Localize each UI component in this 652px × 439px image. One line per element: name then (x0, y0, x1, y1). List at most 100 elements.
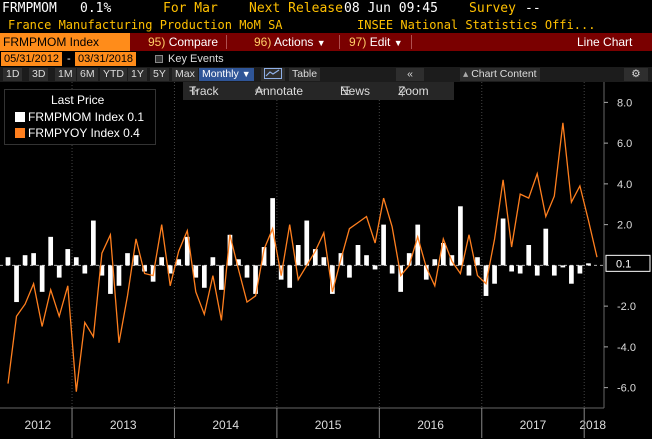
bar-mark (389, 265, 395, 274)
period-max-button[interactable]: Max (172, 68, 198, 81)
bar-mark (372, 265, 378, 270)
survey-label: Survey (469, 1, 516, 16)
bar-mark (466, 265, 472, 276)
bar-mark (65, 249, 71, 266)
table-view-button[interactable]: Table (289, 68, 321, 81)
chart-type-button[interactable]: Line Chart (577, 35, 633, 49)
bar-mark (5, 257, 11, 266)
start-date-input[interactable]: 05/31/2012 (1, 52, 63, 66)
bar-mark (586, 263, 591, 266)
bar-mark (534, 265, 540, 276)
bar-mark (99, 265, 105, 276)
bar-mark (458, 206, 463, 266)
actions-button[interactable]: 96) Actions ▼ (254, 33, 326, 51)
bar-mark (56, 265, 62, 278)
bar-mark (364, 255, 369, 266)
source-name: INSEE National Statistics Offi... (357, 18, 596, 32)
bar-mark (236, 259, 241, 266)
bar-mark (569, 265, 574, 284)
x-year-label: 2014 (212, 418, 239, 432)
bar-mark (159, 257, 164, 266)
collapse-icon[interactable]: « (396, 68, 424, 81)
zoom-label: Zoom (398, 84, 429, 98)
x-year-label: 2012 (25, 418, 52, 432)
period-1y-button[interactable]: 1Y (128, 68, 147, 81)
period-label: For Mar (163, 1, 218, 16)
news-label: News (340, 84, 371, 98)
bar-mark (330, 265, 335, 294)
gear-icon[interactable]: ⚙ (624, 68, 648, 81)
ticker-symbol: FRMPMOM (2, 1, 57, 16)
legend-title: Last Price (51, 93, 105, 107)
legend-swatch (15, 112, 25, 122)
bar-mark (193, 265, 199, 278)
bar-mark (108, 265, 113, 294)
end-date-input[interactable]: 03/31/2018 (75, 52, 137, 66)
y-tick-label: 8.0 (617, 97, 632, 109)
period-3d-button[interactable]: 3D (29, 68, 49, 81)
bar-mark (48, 236, 54, 266)
bar-mark (210, 257, 216, 266)
x-year-label: 2016 (417, 418, 444, 432)
chart-view-button[interactable] (261, 68, 285, 81)
bar-mark (406, 253, 412, 266)
key-events-checkbox[interactable] (155, 55, 163, 63)
y-tick-label: 2.0 (617, 220, 632, 232)
period-ytd-button[interactable]: YTD (100, 68, 127, 81)
key-events-label: Key Events (168, 53, 224, 65)
x-year-label: 2013 (110, 418, 137, 432)
bar-mark (184, 236, 190, 266)
compare-button[interactable]: 95) Compare (148, 33, 218, 51)
crosshair-icon: ✛ (189, 84, 200, 98)
bar-mark (227, 234, 233, 266)
actions-number: 96) (254, 35, 272, 49)
ticker-index-field[interactable]: FRMPMOM Index (0, 33, 130, 51)
next-release-value: 08 Jun 09:45 (344, 1, 438, 16)
bar-mark (91, 220, 96, 266)
yoy-series-line (7, 122, 598, 392)
chart-content-button[interactable]: ▴ Chart Content (460, 68, 540, 81)
bar-mark (432, 259, 438, 266)
bar-mark (560, 265, 566, 268)
period-6m-button[interactable]: 6M (77, 68, 98, 81)
period-bar: 1D 3D 1M 6M YTD 1Y 5Y Max Monthly ▼ Tabl… (0, 67, 652, 82)
chart-legend[interactable]: Last Price FRMPMOM Index 0.1 FRMPYOY Ind… (4, 89, 156, 145)
chevron-down-icon: ▼ (393, 38, 403, 48)
security-description: France Manufacturing Production MoM SA I… (0, 17, 652, 33)
chevron-down-icon: ▼ (241, 69, 251, 79)
bar-mark (295, 245, 301, 266)
bar-mark (287, 265, 293, 288)
track-label: Track (189, 84, 219, 98)
edit-button[interactable]: 97) Edit ▼ (349, 33, 403, 51)
bar-mark (116, 265, 122, 286)
bar-mark (551, 265, 557, 276)
bar-mark (14, 265, 19, 303)
bar-mark (381, 224, 386, 266)
legend-item-frmpyoy: FRMPYOY Index 0.4 (15, 126, 140, 140)
chart-area[interactable]: 8.0 6.0 4.0 2.0 -2.0 -4.0 -6.0 0.1 2012 2013 2014 2… (0, 82, 652, 439)
chart-content-label: Chart Content (471, 68, 537, 80)
legend-swatch (15, 128, 25, 138)
bar-mark (500, 218, 506, 266)
chart-content-icon: ▴ (463, 68, 469, 80)
period-1d-button[interactable]: 1D (3, 68, 23, 81)
frequency-dropdown[interactable]: Monthly ▼ (199, 68, 254, 81)
main-toolbar: FRMPMOM Index 95) Compare 96) Actions ▼ … (0, 33, 652, 51)
bar-mark (517, 265, 523, 274)
annotate-label: Annotate (255, 84, 304, 98)
bar-mark (347, 265, 352, 278)
last-value-badge (605, 254, 651, 272)
toolbar-divider (411, 35, 412, 49)
period-1m-button[interactable]: 1M (55, 68, 76, 81)
survey-value: -- (525, 1, 541, 16)
bar-mark (355, 245, 361, 266)
period-5y-button[interactable]: 5Y (150, 68, 169, 81)
edit-label: Edit (369, 35, 391, 49)
last-value-badge-label: 0.1 (616, 258, 631, 270)
compare-number: 95) (148, 35, 166, 49)
bar-mark (82, 265, 88, 274)
bar-mark (261, 247, 267, 266)
bar-mark (253, 265, 258, 294)
y-tick-label: 4.0 (617, 179, 632, 191)
bar-mark (31, 253, 36, 266)
